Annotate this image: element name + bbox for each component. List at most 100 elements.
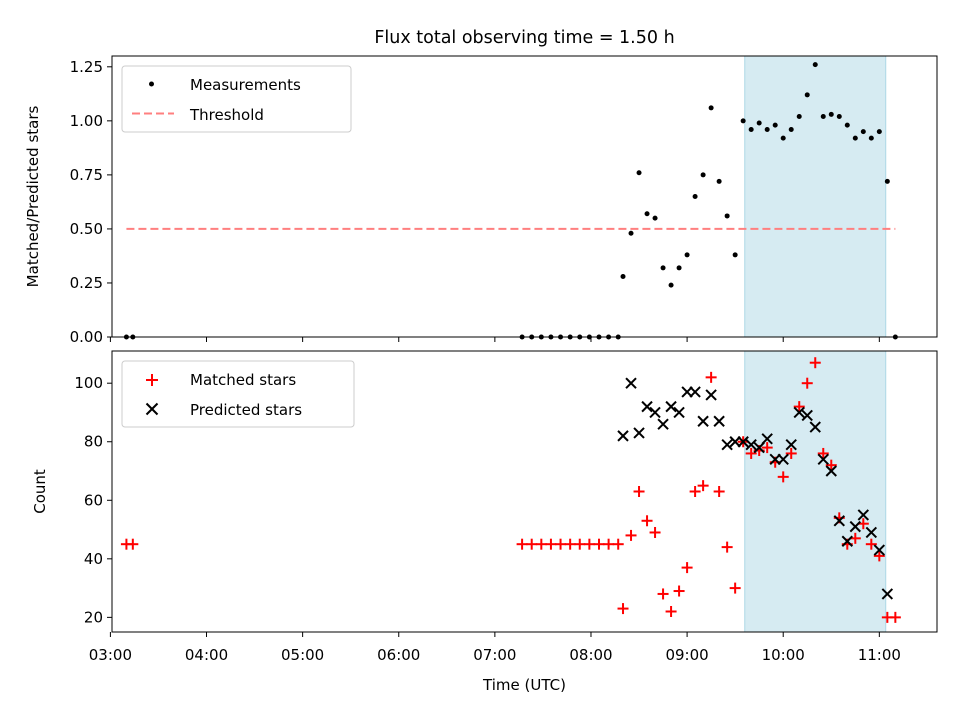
measurement-point <box>796 114 802 120</box>
measurement-point <box>788 126 794 132</box>
measurement-point <box>852 135 858 141</box>
matched-star-point <box>705 371 717 383</box>
predicted-star-point <box>873 544 886 556</box>
legend-measurement-marker <box>149 81 154 87</box>
matched-star-point <box>574 538 586 550</box>
predicted-star-point <box>697 415 709 427</box>
matched-star-point <box>889 611 901 623</box>
measurement-point <box>652 215 658 221</box>
matched-star-point <box>564 538 576 550</box>
matched-star-point <box>721 541 733 553</box>
matched-star-point <box>555 538 567 550</box>
matched-star-point <box>793 401 805 413</box>
ratio-y-axis-label: Matched/Predicted stars <box>24 106 42 288</box>
matched-star-point <box>849 532 861 544</box>
y-tick-label: 40 <box>84 550 103 568</box>
measurement-point <box>724 213 730 219</box>
measurement-point <box>668 282 674 288</box>
predicted-star-point <box>817 453 829 466</box>
y-tick-label: 100 <box>74 374 103 392</box>
count-y-axis-label: Count <box>31 469 49 514</box>
x-tick-label: 09:00 <box>665 646 708 664</box>
measurement-point <box>748 126 754 132</box>
measurement-point <box>772 122 778 128</box>
predicted-star-point <box>713 415 725 427</box>
measurement-point <box>692 194 698 199</box>
legend-threshold-label: Threshold <box>189 106 264 124</box>
predicted-star-point <box>825 465 837 477</box>
measurement-point <box>700 172 706 178</box>
measurement-point <box>804 92 810 98</box>
predicted-star-point <box>753 441 765 454</box>
x-tick-label: 07:00 <box>473 646 516 664</box>
y-tick-label: 80 <box>84 433 103 451</box>
measurement-point <box>844 122 850 128</box>
matched-star-point <box>673 585 685 597</box>
legend-matched-marker <box>146 374 158 386</box>
measurement-point <box>860 129 866 135</box>
legend-predicted-marker <box>145 402 159 416</box>
measurement-point <box>708 105 714 111</box>
x-tick-label: 03:00 <box>89 646 132 664</box>
measurement-point <box>636 170 642 176</box>
matched-star-point <box>865 538 877 550</box>
x-tick-label: 11:00 <box>858 646 901 664</box>
matched-star-point <box>612 538 624 550</box>
predicted-star-point <box>793 406 805 419</box>
measurement-point <box>836 114 842 120</box>
count-panel: 20 40 60 80 100 03:00 04:00 05:00 06:00 07:00 08:… <box>31 350 938 694</box>
x-tick-label: 06:00 <box>377 646 420 664</box>
matched-star-point <box>641 515 653 527</box>
measurement-point <box>876 129 882 135</box>
ratio-plot-frame <box>111 55 938 338</box>
y-tick-label: 0.25 <box>70 274 103 292</box>
matched-star-point <box>583 538 595 550</box>
matched-star-point <box>593 538 605 550</box>
predicted-star-point <box>857 509 870 521</box>
predicted-star-point <box>785 438 797 451</box>
count-highlight-span <box>744 350 887 633</box>
matched-star-point <box>713 486 725 497</box>
measurement-point <box>812 62 818 68</box>
matched-star-point <box>665 606 677 618</box>
predicted-star-point <box>841 535 853 547</box>
measurement-point <box>884 178 890 184</box>
predicted-star-point <box>881 588 894 600</box>
matched-star-point <box>825 459 837 471</box>
matched-star-point <box>697 480 709 492</box>
matched-star-point <box>127 538 139 550</box>
matched-star-point <box>809 357 821 369</box>
count-plot-frame <box>111 350 938 633</box>
legend-matched-label: Matched stars <box>190 371 296 389</box>
y-tick-label: 20 <box>84 608 103 626</box>
y-tick-label: 0.50 <box>70 220 103 238</box>
predicted-star-point <box>737 436 749 448</box>
matched-star-point <box>526 538 538 550</box>
predicted-star-point <box>657 418 669 430</box>
matched-star-point <box>873 550 885 562</box>
predicted-star-point <box>617 430 629 442</box>
matched-star-point <box>649 526 661 538</box>
y-tick-label: 1.00 <box>70 112 103 130</box>
predicted-star-point <box>625 377 637 389</box>
predicted-star-point <box>761 433 773 445</box>
matched-star-point <box>657 588 669 600</box>
y-tick-label: 0.00 <box>70 328 103 346</box>
measurement-point <box>740 118 746 124</box>
ratio-legend: Measurements Threshold <box>121 65 352 133</box>
predicted-star-point <box>665 400 677 413</box>
predicted-star-point <box>689 386 701 398</box>
matched-star-point <box>633 486 645 497</box>
measurement-point <box>628 230 634 236</box>
predicted-star-point <box>865 526 878 539</box>
x-tick-label: 04:00 <box>185 646 228 664</box>
measurement-point <box>620 273 626 279</box>
legend-measurements-label: Measurements <box>190 76 301 94</box>
matched-star-point <box>857 518 869 530</box>
predicted-star-point <box>633 427 645 439</box>
matched-star-point <box>785 447 797 459</box>
legend-predicted-label: Predicted stars <box>190 401 302 419</box>
matched-star-point <box>681 562 693 574</box>
measurement-point <box>716 178 722 184</box>
matched-star-point <box>516 538 528 550</box>
